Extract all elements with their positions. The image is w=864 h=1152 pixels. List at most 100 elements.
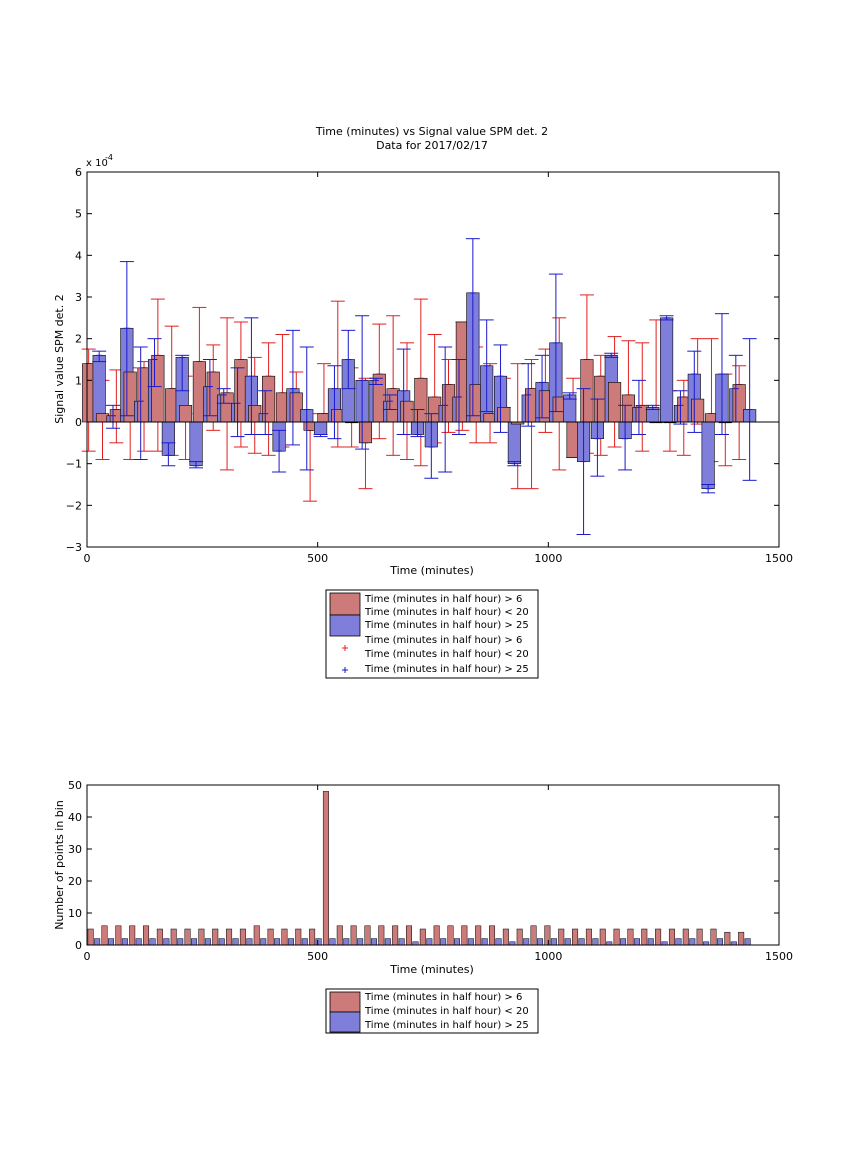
bottom-bar-blue-2 <box>121 938 128 946</box>
bottom-bar-red-13 <box>267 928 274 946</box>
bottom-bar-red-22 <box>392 925 399 946</box>
bottom-chart-bars <box>87 791 751 946</box>
bottom-bar-red-27 <box>461 925 468 946</box>
top-chart-xlabel: Time (minutes) <box>389 564 474 577</box>
bottom-bar-red-0 <box>87 928 94 946</box>
bottom-bar-red-21 <box>378 925 385 946</box>
top-ytick-label-2: −1 <box>66 458 82 471</box>
bottom-bar-blue-31 <box>523 938 530 946</box>
bottom-bar-red-32 <box>530 925 537 946</box>
bottom-bar-blue-13 <box>274 938 281 946</box>
top-chart-exponent-base: x 10 <box>86 158 108 169</box>
top-chart-ticks: −3 −2 −1 0 1 2 3 4 5 6 0 500 1000 1500 <box>66 166 793 565</box>
top-bar-blue-7 <box>189 421 203 467</box>
bottom-bar-blue-32 <box>537 938 544 946</box>
bottom-bar-red-42 <box>668 928 675 946</box>
bottom-bar-blue-27 <box>467 938 474 946</box>
bottom-bar-red-46 <box>724 931 731 946</box>
top-ytick-label-1: −2 <box>66 499 82 512</box>
top-legend-item-6: Time (minutes in half hour) > 25 <box>364 664 529 675</box>
bottom-ytick-label-0: 0 <box>75 939 82 952</box>
bottom-bar-red-45 <box>710 928 717 946</box>
bottom-bar-red-41 <box>655 928 662 946</box>
bottom-bar-blue-20 <box>370 938 377 946</box>
bottom-bar-blue-33 <box>550 938 557 946</box>
bottom-bar-blue-11 <box>246 938 253 946</box>
bottom-bar-red-1 <box>101 925 108 946</box>
bottom-bar-blue-29 <box>495 938 502 946</box>
bottom-bar-red-23 <box>405 925 412 946</box>
top-chart-ylabel: Signal value SPM det. 2 <box>53 294 66 424</box>
bottom-bar-blue-22 <box>398 938 405 946</box>
bottom-bar-blue-26 <box>454 938 461 946</box>
bottom-bar-red-3 <box>129 925 136 946</box>
bottom-xtick-label-1: 500 <box>307 950 328 963</box>
top-legend-item-2: Time (minutes in half hour) < 20 <box>364 607 529 618</box>
bottom-bar-blue-45 <box>716 938 723 946</box>
top-chart-title: Time (minutes) vs Signal value SPM det. … <box>315 125 548 138</box>
bottom-bar-blue-16 <box>315 938 322 946</box>
bottom-bar-blue-21 <box>384 938 391 946</box>
bottom-bar-red-33 <box>544 925 551 946</box>
top-chart-subtitle: Data for 2017/02/17 <box>376 139 488 152</box>
bottom-bar-blue-9 <box>218 938 225 946</box>
bottom-bar-blue-15 <box>301 938 308 946</box>
bottom-bar-red-24 <box>419 928 426 946</box>
bottom-bar-blue-19 <box>357 938 364 946</box>
bottom-bar-blue-12 <box>260 938 267 946</box>
bottom-ytick-label-4: 40 <box>68 811 82 824</box>
bottom-bar-red-38 <box>613 928 620 946</box>
bottom-bar-blue-25 <box>440 938 447 946</box>
top-ytick-label-6: 3 <box>75 291 82 304</box>
bottom-bar-red-47 <box>738 931 745 946</box>
top-bar-red-24 <box>414 377 428 423</box>
bottom-bar-blue-6 <box>177 938 184 946</box>
bottom-bar-red-25 <box>433 925 440 946</box>
top-bar-red-7 <box>179 405 193 423</box>
bottom-chart-axes-box <box>86 784 780 946</box>
top-chart-axes-box <box>86 171 780 548</box>
bottom-legend-red-swatch <box>329 991 361 1013</box>
top-ytick-label-8: 5 <box>75 208 82 221</box>
bottom-bar-blue-18 <box>343 938 350 946</box>
top-legend-item-4: Time (minutes in half hour) > 6 <box>364 635 522 646</box>
top-bar-red-20 <box>358 421 373 444</box>
top-ytick-label-7: 4 <box>75 249 82 262</box>
bottom-ytick-label-2: 20 <box>68 875 82 888</box>
bottom-bar-red-37 <box>599 928 606 946</box>
bottom-bar-red-8 <box>198 928 205 946</box>
top-legend-item-1: Time (minutes in half hour) > 6 <box>364 594 522 605</box>
top-bar-red-38 <box>608 382 622 423</box>
top-legend-blue-plus-icon <box>342 667 348 673</box>
bottom-bar-red-18 <box>336 925 343 946</box>
bottom-bar-red-9 <box>212 928 219 946</box>
bottom-bar-red-30 <box>502 928 509 946</box>
top-bar-red-5 <box>151 355 165 423</box>
bottom-bar-red-16 <box>309 928 316 946</box>
bottom-xtick-label-0: 0 <box>84 950 91 963</box>
top-bar-blue-30 <box>507 421 521 464</box>
top-xtick-label-2: 1000 <box>534 552 562 565</box>
bottom-chart-ylabel: Number of points in bin <box>53 800 66 930</box>
bottom-xtick-label-2: 1000 <box>534 950 562 963</box>
bottom-bar-red-35 <box>572 928 579 946</box>
top-legend-box <box>325 589 539 679</box>
bottom-bar-blue-42 <box>675 938 682 946</box>
top-ytick-label-0: −3 <box>66 541 82 554</box>
bottom-legend-item-1: Time (minutes in half hour) > 6 <box>364 992 522 1003</box>
bottom-bar-red-15 <box>295 928 302 946</box>
top-ytick-label-3: 0 <box>75 416 82 429</box>
bottom-bar-red-39 <box>627 928 634 946</box>
top-chart: Time (minutes) vs Signal value SPM det. … <box>53 125 793 679</box>
bottom-bar-red-19 <box>350 925 357 946</box>
bottom-bar-blue-8 <box>204 938 211 946</box>
bottom-chart-xlabel: Time (minutes) <box>389 963 474 976</box>
bottom-bar-red-31 <box>516 928 523 946</box>
top-legend-item-3: Time (minutes in half hour) > 25 <box>364 620 529 631</box>
bottom-xtick-label-3: 1500 <box>765 950 793 963</box>
bottom-bar-blue-10 <box>232 938 239 946</box>
bottom-bar-blue-1 <box>108 938 115 946</box>
top-chart-legend: Time (minutes in half hour) > 6 Time (mi… <box>325 589 539 679</box>
